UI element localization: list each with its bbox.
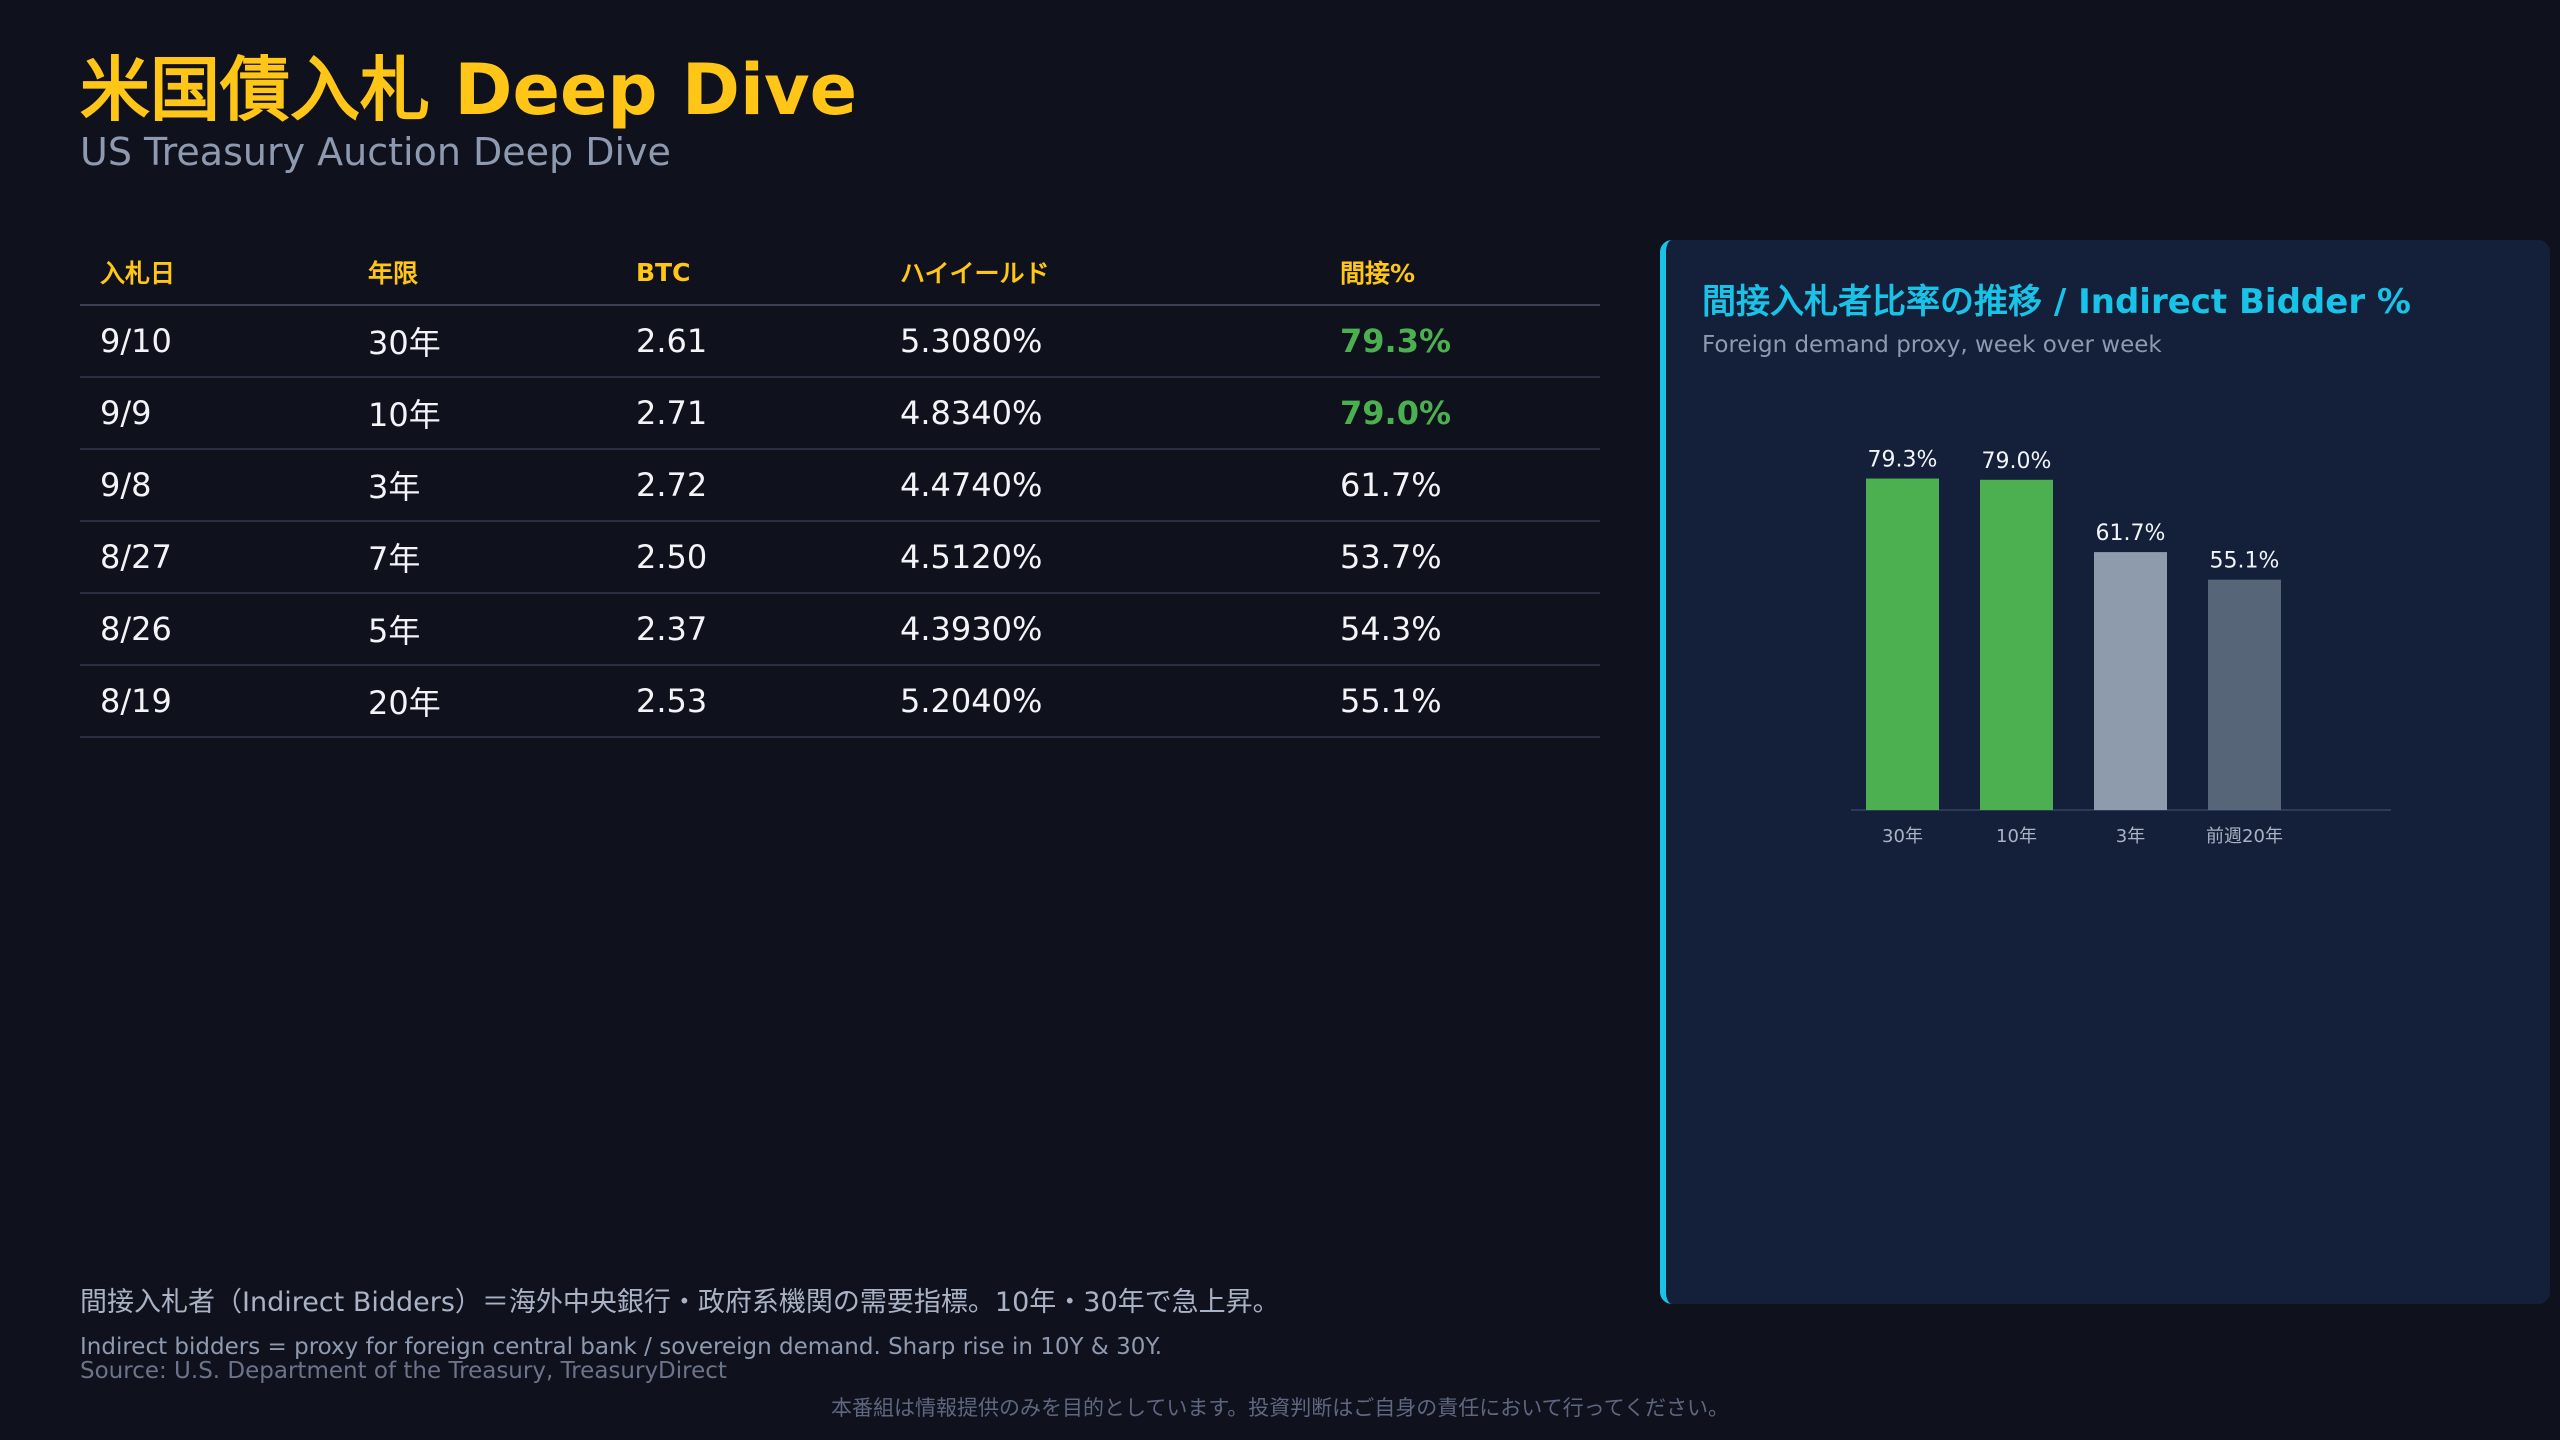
table-row: 9/8 3年 2.72 4.4740% 61.7% — [80, 449, 1600, 522]
column-header-btc: BTC — [616, 240, 880, 306]
x-tick-label: 10年 — [1996, 826, 2037, 847]
cell-btc: 2.37 — [616, 593, 880, 666]
cell-high-yield: 4.8340% — [880, 377, 1320, 450]
cell-indirect: 53.7% — [1320, 521, 1600, 594]
column-header-indirect: 間接% — [1320, 240, 1600, 306]
chart-panel: 間接入札者比率の推移 / Indirect Bidder % Foreign d… — [1660, 240, 2550, 1304]
chart-title: 間接入札者比率の推移 / Indirect Bidder % — [1702, 282, 2411, 322]
chart-subtitle: Foreign demand proxy, week over week — [1702, 332, 2162, 358]
cell-indirect: 61.7% — [1320, 449, 1600, 522]
table-row: 9/10 30年 2.61 5.3080% 79.3% — [80, 305, 1600, 378]
cell-high-yield: 5.2040% — [880, 665, 1320, 738]
bar-0 — [1866, 478, 1939, 810]
footnote-japanese: 間接入札者（Indirect Bidders）＝海外中央銀行・政府系機関の需要指… — [80, 1287, 1280, 1318]
column-header-tenor: 年限 — [348, 240, 616, 306]
cell-indirect: 79.3% — [1320, 305, 1600, 378]
footnote-english: Indirect bidders = proxy for foreign cen… — [80, 1334, 1163, 1360]
bar-value-label: 79.3% — [1868, 448, 1938, 473]
cell-date: 8/26 — [80, 593, 348, 666]
x-tick-label: 3年 — [2116, 826, 2145, 847]
cell-high-yield: 4.5120% — [880, 521, 1320, 594]
x-tick-label: 前週20年 — [2206, 826, 2283, 847]
cell-date: 8/27 — [80, 521, 348, 594]
bar-1 — [1980, 479, 2053, 810]
cell-date: 9/10 — [80, 305, 348, 378]
bar-value-label: 79.0% — [1982, 449, 2052, 474]
table-row: 8/27 7年 2.50 4.5120% 53.7% — [80, 521, 1600, 594]
source-note: Source: U.S. Department of the Treasury,… — [80, 1358, 727, 1384]
disclaimer: 本番組は情報提供のみを目的としています。投資判断はご自身の責任において行ってくだ… — [831, 1396, 1729, 1420]
bar-2 — [2094, 552, 2167, 810]
x-tick-label: 30年 — [1882, 826, 1923, 847]
cell-btc: 2.50 — [616, 521, 880, 594]
cell-btc: 2.71 — [616, 377, 880, 450]
cell-date: 8/19 — [80, 665, 348, 738]
cell-tenor: 3年 — [348, 449, 616, 522]
cell-tenor: 5年 — [348, 593, 616, 666]
cell-tenor: 30年 — [348, 305, 616, 378]
cell-tenor: 10年 — [348, 377, 616, 450]
cell-indirect: 55.1% — [1320, 665, 1600, 738]
table-row: 8/26 5年 2.37 4.3930% 54.3% — [80, 593, 1600, 666]
auction-table: 入札日 年限 BTC ハイイールド 間接% 9/10 30年 2.61 5.3080%… — [80, 240, 1600, 738]
cell-btc: 2.61 — [616, 305, 880, 378]
cell-btc: 2.72 — [616, 449, 880, 522]
column-header-date: 入札日 — [80, 240, 348, 306]
table-body: 9/10 30年 2.61 5.3080% 79.3% 9/9 10年 2.71 4.8340%… — [80, 305, 1600, 738]
page-title: 米国債入札 Deep Dive — [80, 49, 858, 131]
cell-high-yield: 5.3080% — [880, 305, 1320, 378]
cell-tenor: 7年 — [348, 521, 616, 594]
bar-value-label: 61.7% — [2096, 521, 2166, 546]
cell-high-yield: 4.4740% — [880, 449, 1320, 522]
indirect-bidder-bar-chart: 79.3% 30年 79.0% 10年 61.7% 3年 55.1% 前週20年 — [1851, 448, 2391, 847]
cell-indirect: 79.0% — [1320, 377, 1600, 450]
cell-indirect: 54.3% — [1320, 593, 1600, 666]
cell-date: 9/8 — [80, 449, 348, 522]
column-header-high-yield: ハイイールド — [880, 240, 1320, 306]
cell-date: 9/9 — [80, 377, 348, 450]
bar-3 — [2208, 579, 2281, 810]
cell-btc: 2.53 — [616, 665, 880, 738]
table-row: 9/9 10年 2.71 4.8340% 79.0% — [80, 377, 1600, 450]
table-header-row: 入札日 年限 BTC ハイイールド 間接% — [80, 240, 1600, 306]
cell-tenor: 20年 — [348, 665, 616, 738]
cell-high-yield: 4.3930% — [880, 593, 1320, 666]
table-row: 8/19 20年 2.53 5.2040% 55.1% — [80, 665, 1600, 738]
page-subtitle: US Treasury Auction Deep Dive — [80, 130, 671, 174]
bar-value-label: 55.1% — [2210, 549, 2280, 574]
